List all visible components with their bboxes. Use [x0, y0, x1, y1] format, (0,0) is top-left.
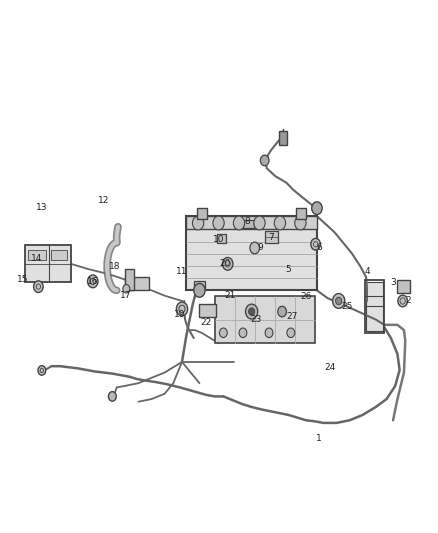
Bar: [215, 296, 315, 343]
Circle shape: [254, 216, 265, 230]
Text: 16: 16: [87, 277, 99, 286]
Circle shape: [249, 308, 254, 316]
Text: 19: 19: [174, 310, 186, 319]
Bar: [186, 216, 317, 229]
Text: 9: 9: [258, 244, 263, 253]
Text: 25: 25: [342, 302, 353, 311]
Circle shape: [312, 202, 322, 215]
Text: 7: 7: [268, 233, 274, 242]
Circle shape: [295, 216, 306, 230]
Circle shape: [194, 284, 205, 297]
Bar: [279, 131, 287, 144]
Bar: [125, 269, 134, 290]
Text: 11: 11: [176, 268, 188, 276]
Text: 13: 13: [35, 203, 47, 212]
Bar: [243, 220, 254, 228]
Text: 4: 4: [364, 268, 370, 276]
Bar: [186, 216, 317, 290]
Bar: [217, 234, 226, 243]
Bar: [297, 208, 306, 219]
Bar: [194, 281, 205, 290]
Text: 23: 23: [250, 315, 261, 324]
Text: 27: 27: [286, 312, 298, 321]
Circle shape: [177, 302, 187, 316]
Text: 14: 14: [31, 254, 42, 263]
Text: 6: 6: [316, 244, 322, 253]
Circle shape: [265, 328, 273, 337]
Text: 20: 20: [220, 260, 231, 268]
Text: 1: 1: [316, 434, 322, 443]
Circle shape: [223, 257, 233, 270]
Bar: [396, 280, 410, 293]
Bar: [265, 231, 278, 243]
Text: 26: 26: [300, 292, 312, 301]
Circle shape: [260, 155, 269, 166]
Text: 24: 24: [325, 363, 336, 372]
Circle shape: [274, 216, 286, 230]
Circle shape: [38, 366, 46, 375]
Bar: [199, 304, 216, 317]
Circle shape: [239, 328, 247, 337]
Text: 18: 18: [109, 262, 120, 271]
Circle shape: [123, 285, 130, 293]
Circle shape: [109, 392, 116, 401]
Bar: [197, 208, 207, 219]
Circle shape: [219, 328, 227, 337]
Circle shape: [88, 275, 98, 288]
Bar: [365, 280, 385, 333]
Bar: [125, 277, 149, 290]
Circle shape: [233, 216, 245, 230]
Bar: [366, 282, 383, 331]
Bar: [28, 249, 46, 260]
Bar: [51, 249, 67, 260]
Text: 17: 17: [120, 291, 131, 300]
Circle shape: [213, 216, 224, 230]
Bar: [25, 245, 71, 282]
Text: 2: 2: [406, 296, 411, 305]
Circle shape: [192, 216, 204, 230]
Circle shape: [287, 328, 295, 337]
Circle shape: [332, 294, 345, 309]
Text: 5: 5: [286, 265, 292, 273]
Text: 8: 8: [244, 217, 250, 226]
Circle shape: [336, 297, 342, 305]
Text: 21: 21: [224, 291, 236, 300]
Text: 22: 22: [200, 318, 212, 327]
Text: 3: 3: [390, 278, 396, 287]
Circle shape: [250, 242, 259, 254]
Circle shape: [311, 238, 321, 250]
Circle shape: [246, 304, 258, 319]
Text: 10: 10: [213, 236, 225, 245]
Circle shape: [278, 306, 286, 317]
Text: 15: 15: [18, 275, 29, 284]
Circle shape: [34, 281, 43, 293]
Circle shape: [398, 295, 407, 307]
Text: 12: 12: [98, 196, 110, 205]
